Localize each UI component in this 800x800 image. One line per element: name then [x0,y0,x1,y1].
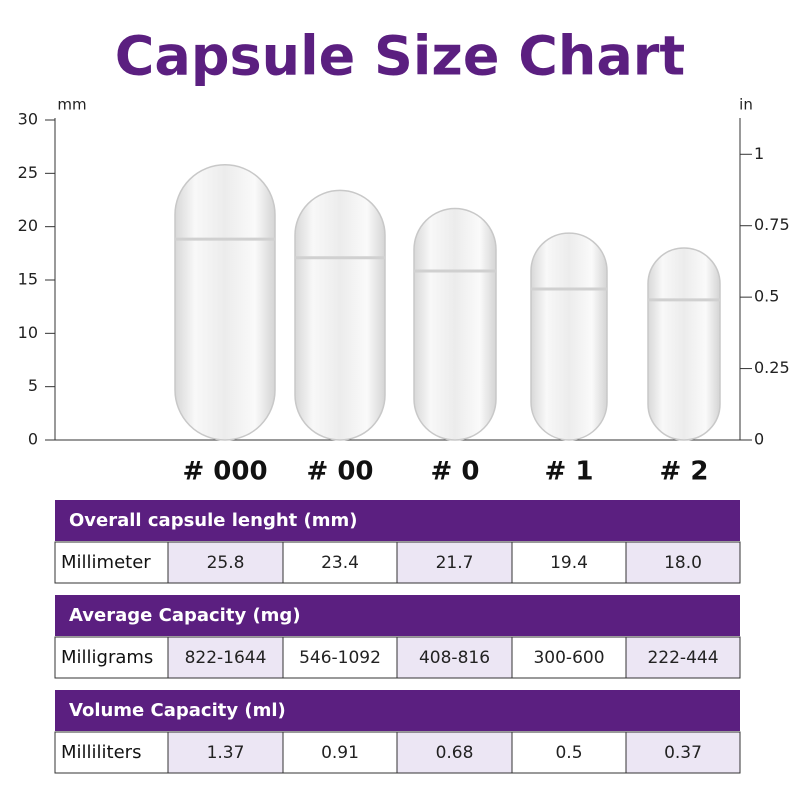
cell-value: 25.8 [207,553,245,573]
capsule [530,232,608,441]
table-cell [511,731,627,774]
table-cell [282,731,398,774]
x-tick-label: # 2 [660,457,709,487]
table-cell [167,731,284,774]
cell-value: 19.4 [550,553,588,573]
y-tick-label: 15 [18,270,38,289]
capsule [294,189,386,441]
capsule [174,164,276,441]
x-tick-label: # 000 [182,457,267,487]
table-header [55,690,740,731]
table-cell [167,541,284,584]
row-label: Milligrams [61,647,153,668]
table-cell [511,541,627,584]
cell-value: 0.91 [321,743,359,763]
cell-value: 21.7 [436,553,474,573]
cell-value: 0.37 [664,743,702,763]
row-label: Milliliters [61,742,141,763]
table-cell [396,636,513,679]
y-tick-label: 10 [18,323,38,342]
table-title: Volume Capacity (ml) [69,700,286,721]
cell-value: 408-816 [419,648,490,668]
y-tick-label: 0 [28,430,38,449]
table-cell [625,731,741,774]
y2-tick-label: 0.5 [754,287,779,306]
y2-tick-label: 0.75 [754,215,790,234]
cell-value: 18.0 [664,553,702,573]
capsule [647,247,721,441]
table-cell [396,541,513,584]
cell-value: 1.37 [207,743,245,763]
y-tick-label: 30 [18,110,38,129]
x-tick-label: # 00 [306,457,373,487]
cell-value: 23.4 [321,553,359,573]
y2-tick-label: 0 [754,430,764,449]
cell-value: 822-1644 [185,648,267,668]
y2-axis-label: in [739,96,753,114]
table-header [55,500,740,541]
table-cell [396,731,513,774]
capsule [413,207,497,441]
y-axis-label: mm [57,96,86,114]
cell-value: 300-600 [533,648,604,668]
table-cell [625,541,741,584]
table-title: Average Capacity (mg) [69,605,301,626]
table-cell [625,636,741,679]
x-tick-label: # 1 [545,457,594,487]
y2-tick-label: 0.25 [754,358,790,377]
cell-value: 546-1092 [299,648,381,668]
y-tick-label: 20 [18,216,38,235]
cell-value: 222-444 [647,648,718,668]
table-cell [511,636,627,679]
table-cell [167,636,284,679]
x-tick-label: # 0 [431,457,480,487]
table-header [55,595,740,636]
y2-tick-label: 1 [754,144,764,163]
table-title: Overall capsule lenght (mm) [69,510,357,531]
title: Capsule Size Chart [115,25,685,88]
row-label: Millimeter [61,552,151,573]
y-tick-label: 5 [28,376,38,395]
cell-value: 0.5 [555,743,582,763]
cell-value: 0.68 [436,743,474,763]
y-tick-label: 25 [18,163,38,182]
table-cell [282,541,398,584]
